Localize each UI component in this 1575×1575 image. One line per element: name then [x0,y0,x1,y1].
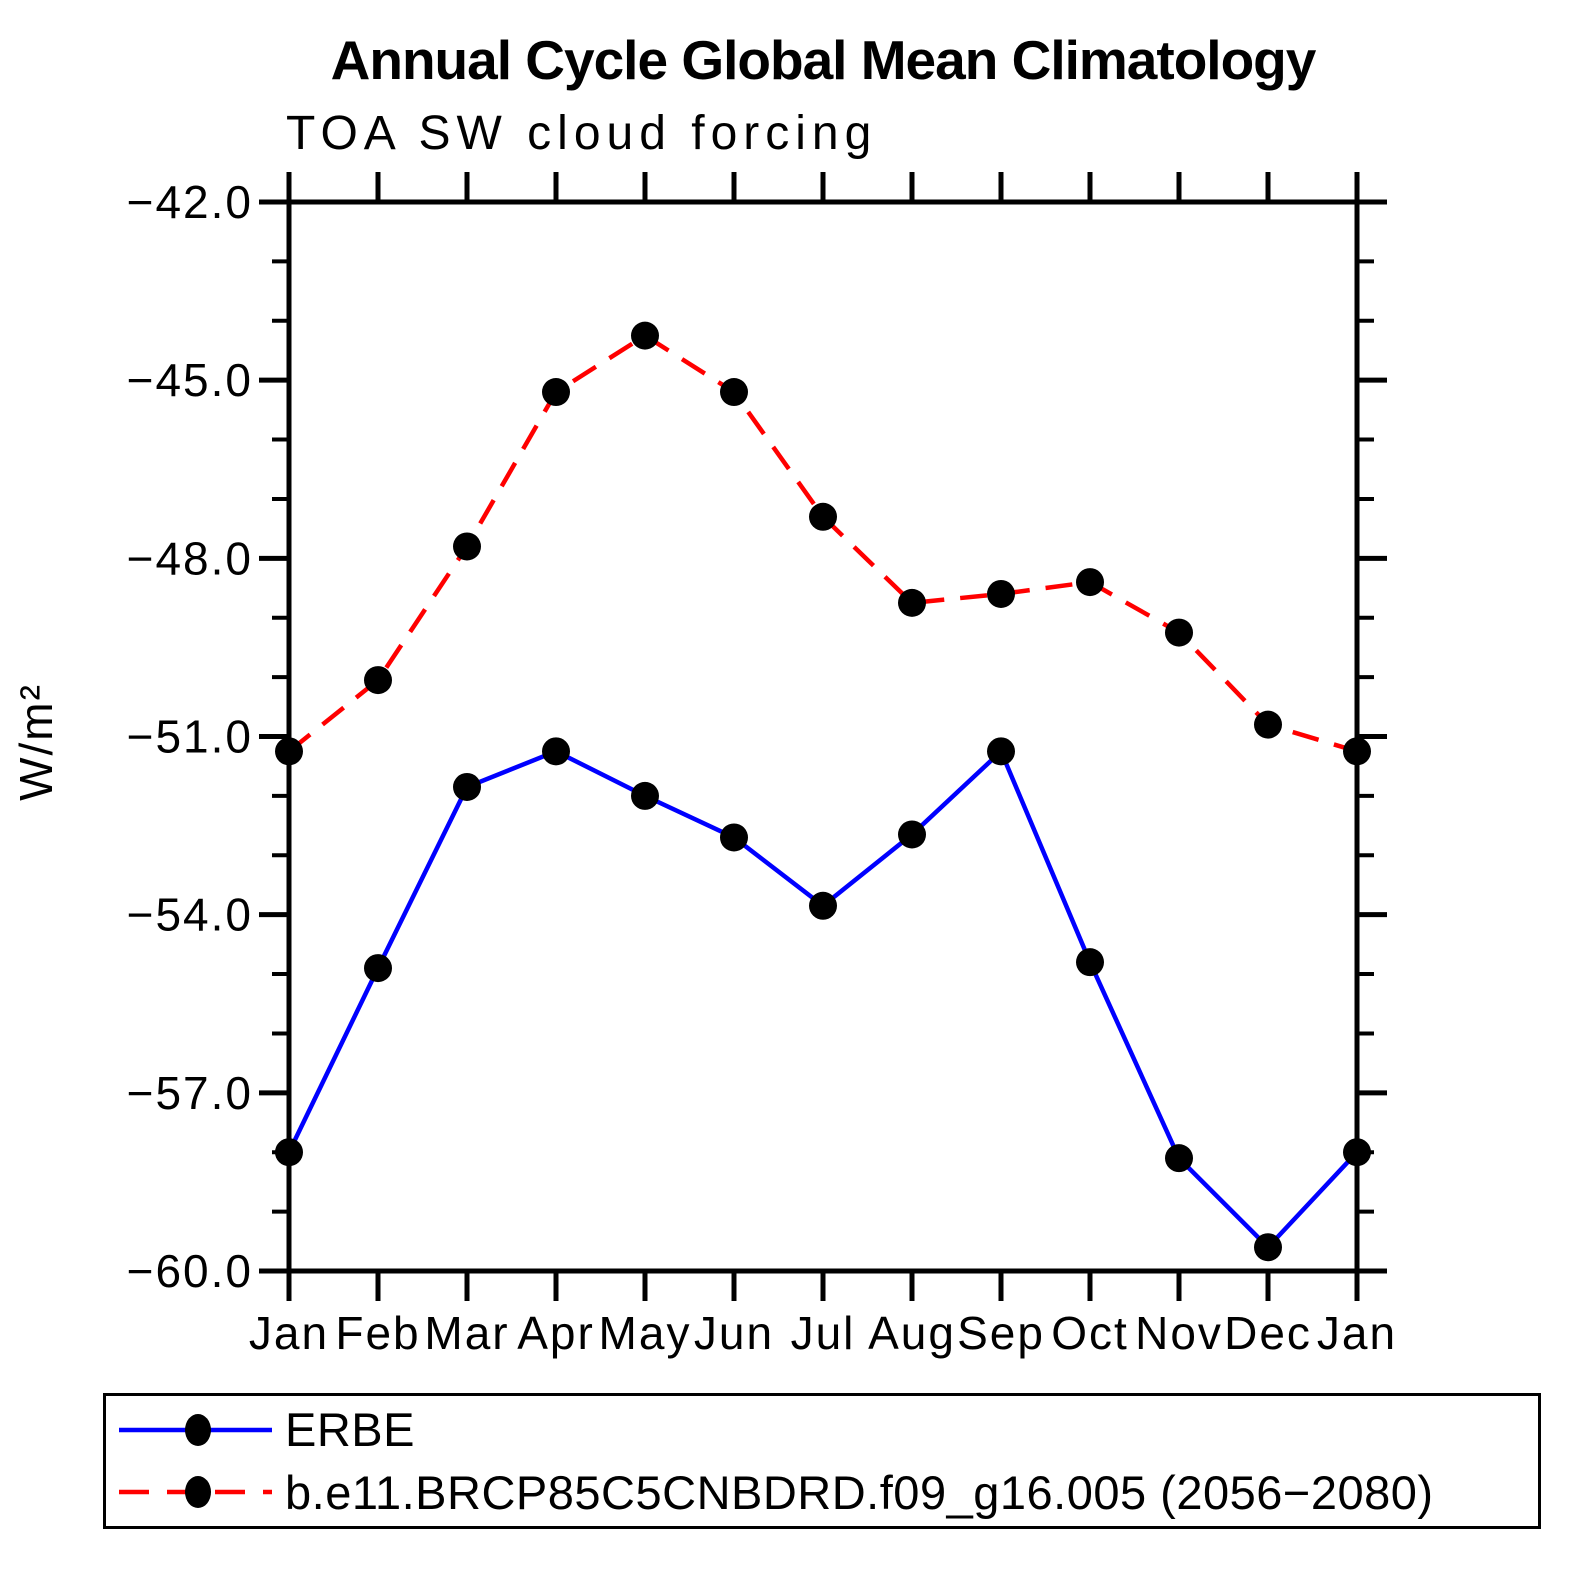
x-tick-label: Nov [1135,1307,1223,1359]
plot-frame [286,199,1360,1274]
data-point [720,378,748,407]
y-tick-label: −45.0 [127,354,253,406]
chart-subtitle: TOA SW cloud forcing [286,107,878,160]
x-tick-label: Aug [868,1307,956,1359]
legend-marker-icon [185,1413,211,1446]
legend-label-model: b.e11.BRCP85C5CNBDRD.f09_g16.005 (2056−2… [285,1465,1434,1519]
y-axis-title: W/m² [10,683,62,801]
x-tick-label: Jan [249,1307,329,1359]
x-tick-label: May [599,1307,692,1359]
data-point [809,502,837,531]
data-point [542,378,570,407]
x-tick-label: Jul [791,1307,856,1359]
x-axis: Jan Feb Mar Apr May Jun Jul Aug Sep Oct Nov Dec Jan [249,172,1397,1359]
series-line-1 [287,332,1358,754]
x-tick-label: Dec [1224,1307,1312,1359]
series-line-0 [286,747,1359,1251]
data-point [1076,568,1104,597]
x-tick-label: Oct [1051,1307,1129,1359]
data-point [453,772,481,801]
data-point [453,532,481,561]
chart-title: Annual Cycle Global Mean Climatology [330,29,1317,91]
y-tick-label: −51.0 [127,711,253,763]
legend-sample-model [119,1476,272,1509]
legend: ERBE b.e11.BRCP85C5CNBDRD.f09_g16.005 (2… [103,1393,1541,1529]
data-point [987,737,1015,766]
data-point [1076,948,1104,977]
x-tick-label: Jun [694,1307,774,1359]
x-tick-label: Apr [517,1307,595,1359]
y-tick-label: −57.0 [127,1067,253,1119]
data-point [631,321,659,350]
data-point [720,823,748,852]
legend-marker-icon [185,1476,211,1509]
x-tick-label: Sep [957,1307,1045,1359]
legend-sample-erbe [119,1413,272,1446]
data-point [631,781,659,810]
data-point [898,588,926,617]
x-tick-label: Mar [424,1307,509,1359]
legend-item-erbe: ERBE [114,1401,1538,1459]
data-point [1254,1233,1282,1262]
data-point [275,1138,303,1167]
data-point [809,891,837,920]
y-tick-label: −60.0 [127,1245,253,1297]
data-point [542,737,570,766]
x-tick-label: Feb [335,1307,420,1359]
data-point [364,666,392,695]
legend-item-model: b.e11.BRCP85C5CNBDRD.f09_g16.005 (2056−2… [114,1463,1538,1521]
data-point [275,737,303,766]
x-tick-label: Jan [1317,1307,1397,1359]
y-tick-label: −42.0 [127,176,253,228]
data-point [1165,618,1193,647]
data-point [1165,1144,1193,1173]
y-tick-label: −54.0 [127,889,253,941]
data-point [364,954,392,983]
data-point [1254,710,1282,739]
data-point [1343,1138,1371,1167]
data-point [1343,737,1371,766]
legend-label-erbe: ERBE [285,1403,415,1457]
data-point [898,820,926,849]
y-axis: −42.0 −45.0 −48.0 −51.0 −54.0 −57.0 −60.0 [127,176,1387,1297]
data-point [987,579,1015,608]
y-tick-label: −48.0 [127,532,253,584]
